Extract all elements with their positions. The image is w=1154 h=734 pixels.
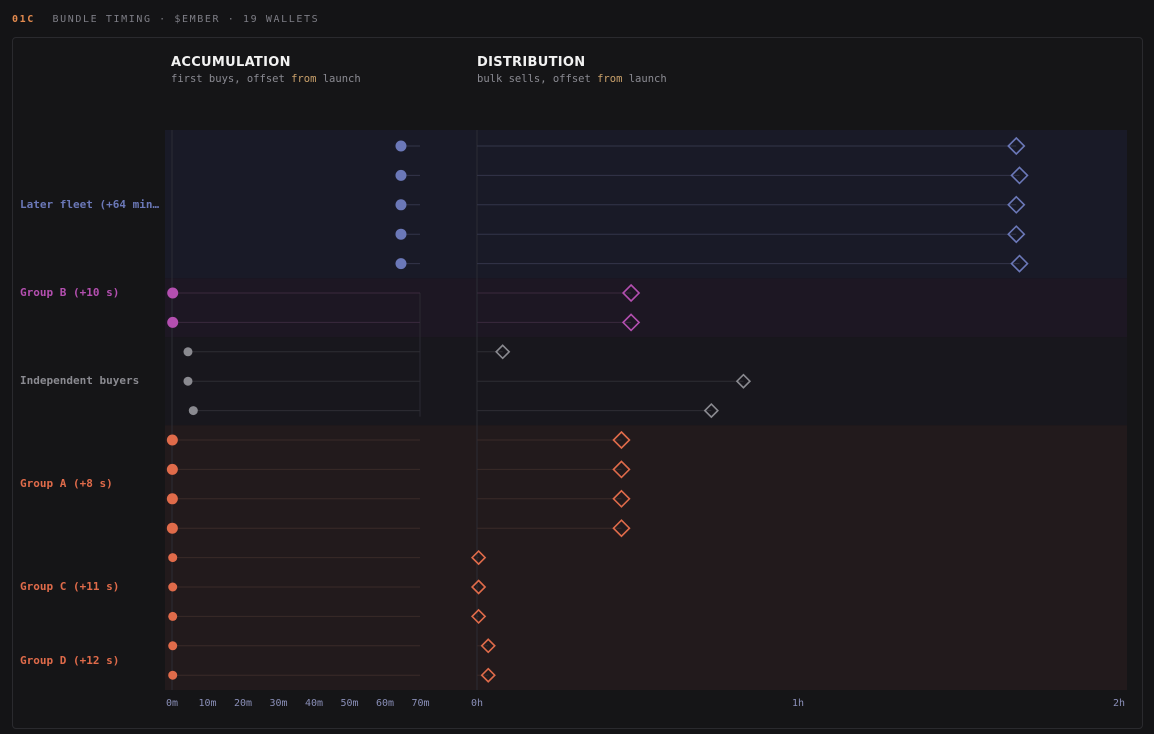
distribution-title: DISTRIBUTION [477,55,586,70]
buy-point [168,611,178,621]
sell-point [1007,225,1026,244]
buy-point [183,376,193,386]
sell-point [621,283,641,303]
buy-point [166,463,178,475]
buy-point [395,199,407,211]
distribution-tick-label: 2h [1113,698,1125,709]
sell-point [1010,254,1029,273]
sell-point [470,579,487,595]
accumulation-tick-label: 70m [411,698,429,709]
buy-point [167,287,179,299]
sell-point [612,460,631,479]
buy-point [183,347,193,357]
sell-point [1007,195,1026,214]
group-label: Group B (+10 s) [20,286,120,299]
sell-point [480,667,496,683]
accumulation-subtitle: first buys, offset from launch [171,73,361,85]
accumulation-tick-label: 20m [234,698,252,709]
buy-point [167,316,179,328]
sell-point [480,638,496,654]
group-band [165,130,1127,279]
buy-point [395,228,407,240]
sell-point [612,430,631,450]
group-band [165,278,1127,338]
sell-point [621,313,641,332]
accumulation-tick-label: 50m [340,698,358,709]
buy-point [395,169,407,181]
chart-tag: 01C [12,14,35,25]
sell-point [1007,136,1026,156]
accumulation-tick-label: 10m [198,698,216,709]
accumulation-tick-label: 60m [376,698,394,709]
sell-point [1010,166,1029,185]
sell-point [470,608,487,625]
buy-point [166,522,178,534]
buy-point [168,553,178,563]
group-label: Later fleet (+64 minutes) [20,197,160,211]
accumulation-tick-label: 40m [305,698,323,709]
buy-point [168,670,178,680]
buy-point [188,406,198,416]
chart-description: BUNDLE TIMING · $EMBER · 19 WALLETS [52,14,320,25]
sell-point [612,519,631,538]
group-label: Group D (+12 s) [20,653,120,667]
accumulation-tick-label: 30m [269,698,287,709]
distribution-subtitle: bulk sells, offset from launch [477,73,667,85]
buy-point [395,258,407,270]
distribution-tick-label: 0h [471,698,483,709]
sell-point [612,489,631,508]
buy-point [395,140,407,152]
buy-point [166,493,178,505]
group-label: Group C (+11 s) [20,580,120,593]
buy-point [166,434,178,446]
buy-point [168,641,178,651]
sell-point [495,344,511,360]
sell-point [735,373,752,389]
accumulation-title: ACCUMULATION [171,55,291,70]
group-label: Group A (+8 s) [20,477,113,491]
buy-point [168,582,178,592]
group-label: Independent buyers [20,374,140,388]
distribution-tick-label: 1h [792,698,804,709]
accumulation-tick-label: 0m [166,698,178,709]
sell-point [703,402,719,419]
sell-point [470,549,487,566]
chart-header: 01C BUNDLE TIMING · $EMBER · 19 WALLETS [12,14,319,25]
